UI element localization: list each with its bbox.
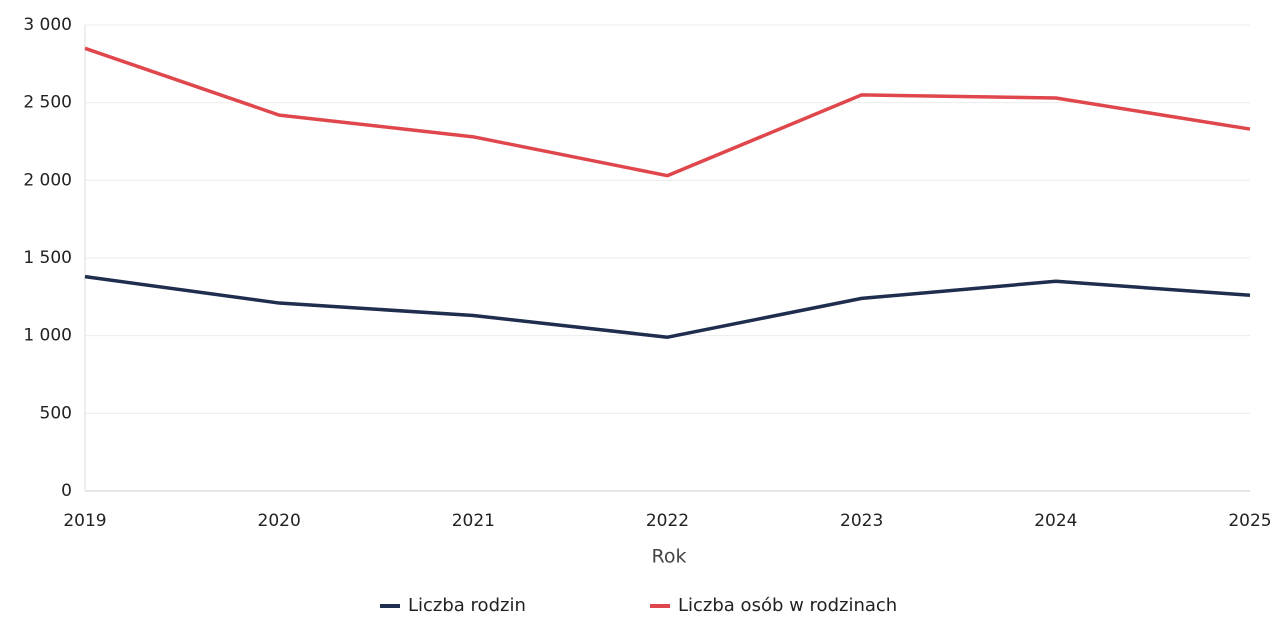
x-tick-label: 2023 bbox=[840, 511, 883, 531]
line-series bbox=[84, 46, 1251, 178]
x-tick-label: 2021 bbox=[452, 511, 495, 531]
y-tick-label: 2 500 bbox=[23, 93, 72, 113]
y-tick-label: 3 000 bbox=[23, 15, 72, 35]
y-tick-label: 500 bbox=[40, 403, 72, 423]
y-tick-label: 2 000 bbox=[23, 170, 72, 190]
y-tick-label: 1 500 bbox=[23, 248, 72, 268]
legend-label: Liczba rodzin bbox=[408, 595, 526, 616]
line-series bbox=[84, 274, 1251, 339]
x-tick-label: 2024 bbox=[1034, 511, 1077, 531]
y-tick-label: 1 000 bbox=[23, 326, 72, 346]
x-axis-label: Rok bbox=[652, 546, 687, 568]
x-tick-label: 2019 bbox=[63, 511, 106, 531]
x-tick-label: 2022 bbox=[646, 511, 689, 531]
y-tick-label: 0 bbox=[61, 481, 72, 501]
x-tick-label: 2020 bbox=[258, 511, 301, 531]
x-tick-label: 2025 bbox=[1228, 511, 1271, 531]
legend-label: Liczba osób w rodzinach bbox=[678, 595, 897, 616]
